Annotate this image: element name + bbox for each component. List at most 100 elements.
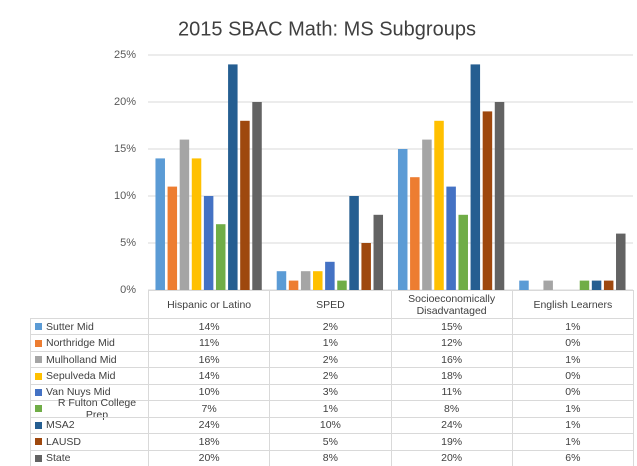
table-cell: 18%: [390, 367, 513, 385]
table-cell: 0%: [511, 367, 634, 385]
legend-key: [35, 339, 42, 347]
table-cell: 2%: [269, 367, 392, 385]
bar: [591, 280, 602, 290]
legend-entry: State: [30, 449, 149, 466]
legend-label: Northridge Mid: [46, 337, 115, 350]
legend-key: [35, 372, 42, 380]
table-cell: 14%: [148, 318, 271, 336]
category-header: SPED: [269, 290, 392, 319]
bar: [373, 214, 384, 290]
legend-label: MSA2: [46, 419, 75, 432]
table-cell: 19%: [390, 433, 513, 451]
legend-key: [35, 356, 42, 364]
legend-key: [35, 405, 42, 413]
table-cell: 1%: [511, 400, 634, 418]
table-cell: 10%: [269, 416, 392, 435]
table-cell: 0%: [511, 334, 634, 352]
table-cell: 12%: [390, 334, 513, 352]
table-cell: 15%: [390, 318, 513, 336]
chart-title: 2015 SBAC Math: MS Subgroups: [178, 18, 476, 40]
bar: [228, 64, 238, 291]
bar: [155, 158, 165, 290]
bar: [361, 243, 371, 290]
y-tick-label: 5%: [120, 237, 136, 249]
bar: [325, 261, 335, 290]
table-cell: 20%: [390, 449, 513, 466]
legend-key: [35, 421, 42, 429]
table-cell: 11%: [148, 334, 271, 352]
y-tick-label: 25%: [114, 49, 136, 61]
bar: [240, 120, 250, 290]
table-cell: 7%: [148, 400, 271, 418]
table-cell: 6%: [511, 449, 634, 466]
bar: [179, 139, 190, 290]
table-cell: 5%: [269, 433, 392, 451]
bar: [252, 102, 262, 290]
table-cell: 1%: [511, 350, 634, 369]
bar: [349, 196, 359, 290]
table-cell: 14%: [148, 367, 271, 385]
legend-key: [35, 454, 42, 462]
bar: [276, 271, 287, 290]
bar: [300, 271, 311, 290]
bar: [519, 280, 529, 290]
y-tick-label: 20%: [114, 96, 136, 108]
y-tick-label: 15%: [114, 143, 136, 155]
bar: [434, 120, 444, 290]
table-cell: 8%: [269, 449, 392, 466]
legend-label: State: [46, 452, 71, 465]
legend-label: Sepulveda Mid: [46, 370, 116, 383]
legend-label: Van Nuys Mid: [46, 386, 111, 399]
table-cell: 0%: [511, 383, 634, 402]
table-cell: 20%: [148, 449, 271, 466]
table-cell: 18%: [148, 433, 271, 451]
legend-entry: LAUSD: [30, 433, 149, 451]
table-cell: 1%: [511, 416, 634, 435]
table-cell: 1%: [511, 318, 634, 336]
bar: [482, 111, 493, 291]
table-cell: 10%: [148, 383, 271, 402]
legend-key: [35, 438, 42, 446]
table-cell: 3%: [269, 383, 392, 402]
legend-entry: MSA2: [30, 416, 149, 435]
bar: [397, 149, 408, 290]
bar: [494, 102, 505, 290]
table-cell: 1%: [511, 433, 634, 451]
table-cell: 1%: [269, 400, 392, 418]
bar: [167, 186, 178, 290]
bar: [191, 158, 202, 290]
table-cell: 16%: [390, 350, 513, 369]
table-cell: 24%: [390, 416, 513, 435]
bar: [203, 196, 214, 290]
table-cell: 8%: [390, 400, 513, 418]
table-cell: 1%: [269, 334, 392, 352]
bar: [543, 280, 553, 290]
bar: [579, 280, 590, 290]
table-cell: 24%: [148, 416, 271, 435]
bar: [313, 271, 323, 290]
legend-label: LAUSD: [46, 435, 82, 448]
bar: [458, 214, 468, 290]
table-cell: 11%: [390, 383, 513, 402]
legend-entry: Sutter Mid: [30, 318, 149, 336]
legend-entry: R Fulton College Prep: [30, 397, 149, 421]
legend-key: [35, 388, 42, 396]
bar: [616, 233, 626, 290]
bar: [603, 280, 614, 290]
legend-label: R Fulton College Prep: [57, 396, 137, 421]
legend-label: Mulholland Mid: [46, 353, 117, 366]
table-cell: 2%: [269, 350, 392, 369]
legend-entry: Mulholland Mid: [30, 350, 149, 369]
y-tick-label: 0%: [120, 284, 136, 296]
legend-key: [35, 323, 42, 331]
bar: [446, 186, 456, 290]
table-cell: 2%: [269, 318, 392, 336]
category-header: Socioeconomically Disadvantaged: [390, 290, 513, 319]
bar: [215, 224, 226, 290]
category-header: English Learners: [511, 290, 634, 319]
legend-entry: Sepulveda Mid: [30, 367, 149, 385]
bar: [288, 280, 299, 290]
table-cell: 16%: [148, 350, 271, 369]
bar: [470, 64, 481, 291]
